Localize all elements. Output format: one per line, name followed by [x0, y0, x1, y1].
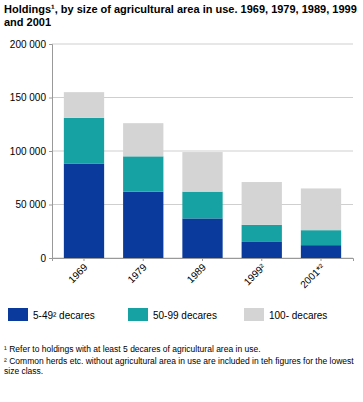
- y-tick: 200 000: [10, 39, 52, 50]
- bar: [64, 92, 104, 118]
- y-tick: 0: [40, 253, 52, 264]
- x-tick: 2001*²: [298, 258, 327, 290]
- x-axis-line: [53, 259, 354, 262]
- bar: [301, 245, 341, 258]
- series: [64, 118, 341, 245]
- legend: 5-49² decares 50-99 decares 100- decares: [8, 308, 327, 321]
- bar: [242, 242, 282, 258]
- grid: [52, 44, 353, 258]
- text-line: size class.: [4, 366, 43, 376]
- x-tick: 1989: [185, 258, 209, 285]
- legend-item: 100- decares: [244, 308, 327, 321]
- legend-swatch: [8, 308, 28, 321]
- footnote: ² Common herds etc. without agricultural…: [4, 356, 354, 376]
- y-tick-label: 100 000: [10, 146, 47, 157]
- x-tick-mark: [83, 258, 84, 261]
- bars: [64, 92, 341, 258]
- y-tick: 150 000: [10, 92, 52, 103]
- chart: Holdings¹, by size of agricultural area …: [0, 0, 363, 402]
- y-axis: 0 50 000 100 000 150 000 200 000: [10, 39, 53, 264]
- legend-swatch: [244, 308, 264, 321]
- y-tick: 50 000: [15, 199, 52, 210]
- y-tick: 100 000: [10, 146, 52, 157]
- y-tick-mark: [49, 258, 52, 259]
- text-line: and 2001: [4, 16, 51, 28]
- bar: [182, 152, 222, 192]
- y-axis-line: [49, 45, 53, 259]
- footnote: ¹ Refer to holdings with at least 5 deca…: [4, 344, 261, 354]
- y-tick-mark: [49, 98, 52, 99]
- title: Holdings¹, by size of agricultural area …: [4, 3, 357, 28]
- legend-label: 100- decares: [269, 310, 327, 321]
- x-tick: 1979: [125, 258, 149, 285]
- y-tick-mark: [49, 44, 52, 45]
- legend-label: 50-99 decares: [153, 310, 217, 321]
- x-tick-mark: [143, 258, 144, 261]
- legend-item: 50-99 decares: [128, 308, 217, 321]
- bar: [123, 156, 163, 191]
- x-tick: 1969: [66, 258, 90, 285]
- bar: [182, 218, 222, 258]
- bar: [64, 118, 104, 164]
- legend-label: 5-49² decares: [33, 310, 95, 321]
- text-line: Holdings¹, by size of agricultural area …: [4, 3, 357, 15]
- x-tick-mark: [261, 258, 262, 261]
- bar: [123, 123, 163, 156]
- legend-swatch: [128, 308, 148, 321]
- bar: [301, 230, 341, 245]
- bar: [182, 192, 222, 219]
- y-tick-label: 0: [40, 253, 46, 264]
- y-tick-label: 200 000: [10, 39, 47, 50]
- x-axis: 1969 1979 1989 1999² 2001*²: [53, 258, 354, 290]
- grid-line: [52, 44, 353, 45]
- x-tick-label: 1989: [185, 261, 209, 285]
- y-tick-mark: [49, 205, 52, 206]
- series: [64, 92, 341, 230]
- x-tick: 1999²: [242, 258, 268, 287]
- bar: [301, 188, 341, 230]
- bar: [123, 192, 163, 258]
- text-line: ² Common herds etc. without agricultural…: [4, 356, 354, 366]
- y-tick-mark: [49, 151, 52, 152]
- bar: [242, 182, 282, 225]
- bar: [64, 164, 104, 258]
- y-tick-label: 150 000: [10, 92, 47, 103]
- x-tick-label: 2001*²: [298, 261, 327, 290]
- x-tick-label: 1979: [125, 261, 149, 285]
- x-tick-mark: [321, 258, 322, 261]
- text-line: ¹ Refer to holdings with at least 5 deca…: [4, 344, 261, 354]
- x-tick-mark: [202, 258, 203, 261]
- x-tick-label: 1969: [66, 261, 90, 285]
- y-tick-label: 50 000: [15, 199, 46, 210]
- legend-item: 5-49² decares: [8, 308, 95, 321]
- x-tick-label: 1999²: [242, 261, 268, 287]
- bar: [242, 225, 282, 242]
